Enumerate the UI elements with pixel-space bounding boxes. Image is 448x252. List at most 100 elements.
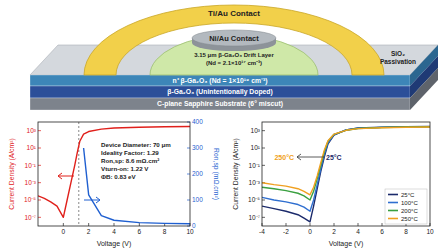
y-tick-label: 10⁻⁷ (248, 214, 260, 221)
y-tick (38, 148, 41, 149)
series-line (38, 127, 190, 218)
annotation-text: ΦB: 0.83 eV (101, 173, 137, 180)
plot-area (262, 127, 430, 222)
x-tick-label: 6 (380, 228, 384, 235)
y-tick-label: 10⁻³ (249, 179, 261, 186)
layer-label: β-Ga₂O₃ (Unintentionally Doped) (167, 88, 272, 96)
x-tick-label: 4 (356, 228, 360, 235)
y-tick (262, 200, 265, 201)
y2-tick (187, 200, 190, 201)
legend-swatch (388, 202, 398, 204)
y2-tick (187, 148, 190, 149)
figure: n⁺ β-Ga₂O₃ (Nd = 1×10¹⁹ cm⁻³) β-Ga₂O₃ (Un… (0, 0, 448, 252)
x-tick-label: 4 (112, 228, 116, 235)
x-tick-label: 0 (308, 228, 312, 235)
x-tick (63, 223, 64, 226)
drift-mesa (150, 35, 318, 75)
annotation-box: Device Diameter: 70 μmIdeality Factor: 1… (98, 140, 186, 185)
x-tick (334, 223, 335, 226)
annotation-arrow (297, 154, 324, 160)
ti-au-label: Ti/Au Contact (208, 9, 260, 18)
y-tick (38, 165, 41, 166)
device-diagram: n⁺ β-Ga₂O₃ (Nd = 1×10¹⁹ cm⁻³) β-Ga₂O₃ (Un… (30, 5, 438, 110)
y-tick-label: 10³ (251, 127, 261, 134)
x-tick-label: 2 (87, 228, 91, 235)
legend-swatch (388, 218, 398, 220)
y2-tick-label: 200 (192, 170, 203, 177)
y-tick (38, 200, 41, 201)
annotation-text: Ron,sp: 8.6 mΩ.cm² (101, 157, 159, 164)
x-tick (88, 223, 89, 226)
series-line (262, 127, 430, 222)
y-axis-label: Current Density (A/cm²) (8, 138, 16, 209)
layer-label: n⁺ β-Ga₂O₃ (Nd = 1×10¹⁹ cm⁻³) (173, 77, 268, 85)
y-tick-label: 10⁻⁵ (24, 196, 36, 203)
annotation-text: 25°C (326, 154, 342, 161)
y-tick (262, 130, 265, 131)
x-tick (382, 223, 383, 226)
x-tick (114, 223, 115, 226)
x-tick (139, 223, 140, 226)
annotation-text: Device Diameter: 70 μm (101, 141, 171, 148)
annotation-bg (98, 140, 186, 185)
turn-on-line (78, 122, 79, 226)
ni-au-contact (192, 30, 276, 46)
x-tick-label: 6 (138, 228, 142, 235)
legend-label: 250°C (401, 216, 418, 222)
y2-tick-label: 100 (192, 196, 203, 203)
y-tick-label: 10⁻³ (25, 179, 37, 186)
annotation-text: Vturn-on: 1.22 V (101, 165, 149, 172)
y-tick-label: 10¹ (27, 144, 37, 151)
plot-frame (262, 122, 430, 226)
annotation-text: Ideality Factor: 1.29 (101, 149, 159, 156)
y-tick (38, 130, 41, 131)
layer-front (30, 75, 410, 86)
drift-label: 3.15 μm β-Ga₂O₃ Drift Layer (194, 52, 274, 58)
y-tick (262, 148, 265, 149)
passivation-label: SiO₂ (391, 50, 405, 57)
legend-swatch (388, 210, 398, 212)
x-tick-label: -2 (283, 228, 289, 235)
legend-label: 25°C (401, 192, 415, 198)
right-axis-arrow (84, 197, 100, 203)
y-tick-label: 10⁻⁷ (24, 214, 36, 221)
y-tick-label: 10¹ (251, 144, 261, 151)
x-tick (358, 223, 359, 226)
ti-au-ring (84, 5, 384, 75)
chart: -4-2024681010⁻⁷10⁻⁵10⁻³10⁻¹10¹10³Voltage… (232, 122, 434, 248)
y2-tick-label: 300 (192, 144, 203, 151)
y-tick (38, 217, 41, 218)
legend-label: 100°C (401, 200, 418, 206)
x-tick-label: 10 (426, 228, 434, 235)
layer-front (30, 98, 410, 110)
y2-tick-label: 0 (192, 222, 196, 229)
chart: 024681010⁻⁷10⁻⁵10⁻³10⁻¹10¹10³01002003004… (8, 118, 220, 248)
y-tick-label: 10⁻¹ (25, 162, 37, 169)
legend-label: 200°C (401, 208, 418, 214)
x-tick-label: 0 (62, 228, 66, 235)
layer-front (30, 86, 410, 98)
y-tick (262, 165, 265, 166)
y-tick (262, 217, 265, 218)
y-tick-label: 10⁻¹ (249, 162, 261, 169)
legend-swatch (388, 194, 398, 196)
x-tick-label: 8 (163, 228, 167, 235)
series-line (262, 127, 430, 195)
x-tick (310, 223, 311, 226)
annotation-text: 250°C (274, 154, 294, 161)
x-tick-label: 8 (404, 228, 408, 235)
y-tick-label: 10³ (27, 127, 37, 134)
layer-side (410, 68, 438, 110)
legend: 25°C 100°C 200°C 250°C (385, 189, 427, 224)
y-tick-label: 10⁻⁵ (248, 196, 260, 203)
y2-axis-label: Ron,sp (mΩ.cm²) (212, 148, 220, 200)
background (0, 0, 448, 252)
drift-label: (Nd = 2.1×10¹⁷ cm⁻³) (206, 60, 262, 66)
x-axis-label: Voltage (V) (329, 240, 364, 248)
layer-label: C-plane Sapphire Substrate (6° miscut) (157, 100, 283, 108)
passivation-label: Passivation (380, 58, 416, 65)
plot-area (38, 122, 190, 226)
x-tick-label: 2 (332, 228, 336, 235)
left-axis-arrow (58, 173, 74, 179)
y-axis-label: Current Density (A/cm²) (232, 138, 240, 209)
